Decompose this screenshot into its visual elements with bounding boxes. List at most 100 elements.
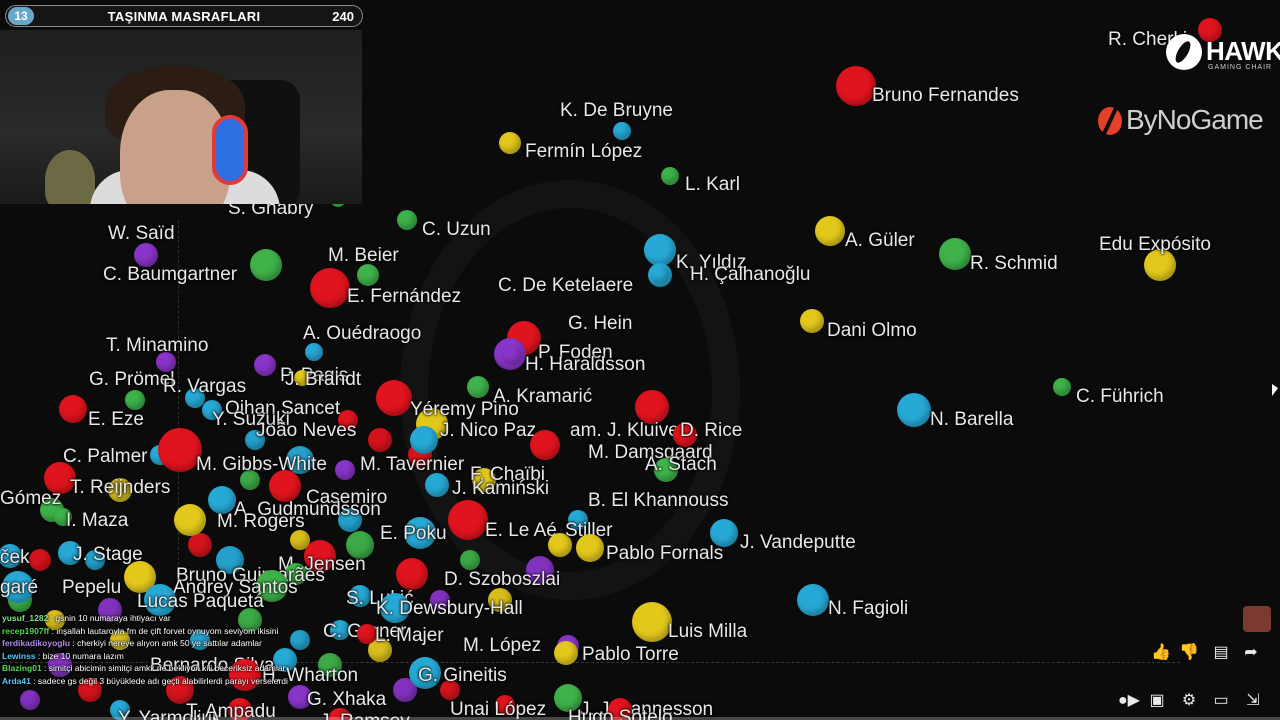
player-point[interactable] [54, 508, 72, 526]
player-point[interactable] [286, 446, 314, 474]
subtitles-icon[interactable]: ▣ [1149, 692, 1165, 709]
player-point[interactable] [202, 400, 222, 420]
player-point[interactable] [250, 249, 282, 281]
player-point[interactable] [185, 388, 205, 408]
player-point[interactable] [335, 460, 355, 480]
player-point[interactable] [254, 354, 276, 376]
player-point[interactable] [404, 517, 436, 549]
player-point[interactable] [338, 410, 358, 430]
player-point[interactable] [256, 570, 288, 602]
player-point[interactable] [530, 430, 560, 460]
cast-icon[interactable]: ▭ [1213, 692, 1229, 709]
channel-thumbnail[interactable] [1243, 606, 1271, 632]
player-point[interactable] [238, 608, 262, 632]
player-point[interactable] [269, 470, 301, 502]
autoplay-toggle-icon[interactable]: ●▶ [1118, 692, 1140, 709]
settings-icon[interactable]: ⚙ [1181, 692, 1197, 709]
player-point[interactable] [78, 678, 102, 702]
player-point[interactable] [554, 641, 578, 665]
player-point[interactable] [1053, 378, 1071, 396]
player-point[interactable] [425, 473, 449, 497]
player-point[interactable] [797, 584, 829, 616]
player-point[interactable] [800, 309, 824, 333]
player-point[interactable] [156, 352, 176, 372]
player-point[interactable] [208, 486, 236, 514]
progress-bar[interactable] [0, 717, 1280, 720]
player-point[interactable] [110, 630, 130, 650]
player-point[interactable] [576, 534, 604, 562]
player-point[interactable] [20, 690, 40, 710]
player-point[interactable] [651, 266, 669, 284]
player-point[interactable] [673, 423, 697, 447]
player-point[interactable] [939, 238, 971, 270]
player-point[interactable] [460, 550, 480, 570]
player-point[interactable] [134, 243, 158, 267]
player-point[interactable] [228, 698, 252, 720]
player-point[interactable] [488, 588, 512, 612]
player-point[interactable] [644, 234, 676, 266]
player-point[interactable] [710, 519, 738, 547]
player-point[interactable] [240, 470, 260, 490]
player-point[interactable] [45, 610, 65, 630]
player-point[interactable] [568, 510, 588, 530]
comment-icon[interactable]: ▤ [1213, 644, 1229, 661]
player-point[interactable] [499, 132, 521, 154]
thumbs-down-icon[interactable]: 👎 [1179, 644, 1199, 661]
player-point[interactable] [108, 478, 132, 502]
player-point[interactable] [409, 657, 441, 689]
player-point[interactable] [290, 530, 310, 550]
player-point[interactable] [318, 653, 342, 677]
player-point[interactable] [430, 590, 450, 610]
player-point[interactable] [285, 563, 307, 585]
player-point[interactable] [1144, 249, 1176, 281]
player-point[interactable] [467, 376, 489, 398]
player-point[interactable] [58, 541, 82, 565]
player-point[interactable] [357, 264, 379, 286]
player-point[interactable] [815, 216, 845, 246]
player-point[interactable] [158, 428, 202, 472]
player-point[interactable] [85, 550, 105, 570]
player-point[interactable] [608, 698, 632, 720]
player-point[interactable] [29, 549, 51, 571]
player-point[interactable] [380, 593, 410, 623]
player-point[interactable] [290, 630, 310, 650]
player-point[interactable] [294, 370, 310, 386]
player-point[interactable] [273, 648, 297, 672]
player-point[interactable] [472, 468, 496, 492]
player-point[interactable] [59, 395, 87, 423]
player-point[interactable] [166, 676, 194, 704]
player-point[interactable] [2, 571, 34, 603]
player-point[interactable] [174, 504, 206, 536]
thumbs-up-icon[interactable]: 👍 [1151, 644, 1171, 661]
player-point[interactable] [144, 584, 176, 616]
player-point[interactable] [897, 393, 931, 427]
player-point[interactable] [836, 66, 876, 106]
player-point[interactable] [349, 585, 371, 607]
player-point[interactable] [304, 540, 336, 572]
player-point[interactable] [346, 531, 374, 559]
player-point[interactable] [368, 428, 392, 452]
player-point[interactable] [338, 508, 362, 532]
player-point[interactable] [396, 558, 428, 590]
player-point[interactable] [548, 533, 572, 557]
player-point[interactable] [661, 167, 679, 185]
player-point[interactable] [654, 458, 678, 482]
share-icon[interactable]: ➦ [1244, 644, 1258, 661]
player-point[interactable] [357, 624, 377, 644]
player-point[interactable] [635, 390, 669, 424]
player-point[interactable] [216, 546, 244, 574]
player-point[interactable] [495, 695, 515, 715]
player-point[interactable] [502, 345, 522, 365]
player-point[interactable] [229, 659, 261, 691]
player-point[interactable] [410, 426, 438, 454]
player-point[interactable] [632, 602, 672, 642]
player-point[interactable] [448, 500, 488, 540]
player-point[interactable] [397, 210, 417, 230]
player-point[interactable] [190, 630, 210, 650]
player-point[interactable] [305, 343, 323, 361]
player-point[interactable] [1198, 18, 1222, 42]
exit-fullscreen-icon[interactable]: ⇲ [1246, 692, 1260, 709]
player-point[interactable] [440, 680, 460, 700]
player-point[interactable] [554, 684, 582, 712]
player-point[interactable] [44, 462, 76, 494]
